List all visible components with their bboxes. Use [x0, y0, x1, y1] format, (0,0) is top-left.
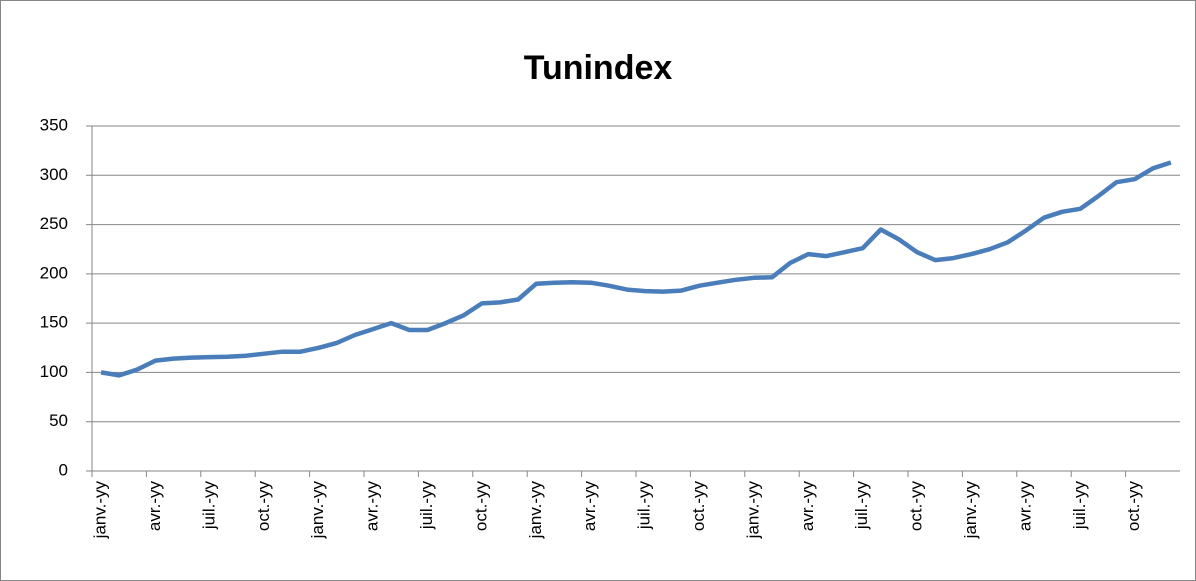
x-tick-label: juil.-yy	[417, 481, 436, 531]
x-tick-label: avr.-yy	[1015, 481, 1034, 532]
x-tick-label: janv.-yy	[961, 481, 980, 540]
x-tick-label: oct.-yy	[907, 481, 926, 532]
y-tick-label: 200	[40, 263, 68, 282]
y-tick-label: 0	[59, 460, 68, 479]
x-tick-label: avr.-yy	[145, 481, 164, 532]
x-tick-label: avr.-yy	[363, 481, 382, 532]
x-tick-label: oct.-yy	[1124, 481, 1143, 532]
x-tick-label: janv.-yy	[526, 481, 545, 540]
x-tick-label: juil.-yy	[852, 481, 871, 531]
x-tick-label: avr.-yy	[798, 481, 817, 532]
x-tick-label: avr.-yy	[580, 481, 599, 532]
x-tick-label: juil.-yy	[199, 481, 218, 531]
y-tick-label: 50	[49, 411, 68, 430]
x-tick-label: oct.-yy	[689, 481, 708, 532]
y-tick-label: 350	[40, 115, 68, 134]
x-tick-label: juil.-yy	[1070, 481, 1089, 531]
y-tick-label: 300	[40, 165, 68, 184]
x-tick-label: janv.-yy	[743, 481, 762, 540]
data-line	[100, 160, 1172, 378]
x-tick-label: oct.-yy	[254, 481, 273, 532]
y-tick-label: 250	[40, 214, 68, 233]
chart-title: Tunindex	[524, 49, 673, 87]
x-tick-label: oct.-yy	[471, 481, 490, 532]
y-tick-label: 150	[40, 313, 68, 332]
x-tick-label: janv.-yy	[91, 481, 110, 540]
x-tick-label: juil.-yy	[635, 481, 654, 531]
x-tick-label: janv.-yy	[308, 481, 327, 540]
y-tick-label: 100	[40, 362, 68, 381]
